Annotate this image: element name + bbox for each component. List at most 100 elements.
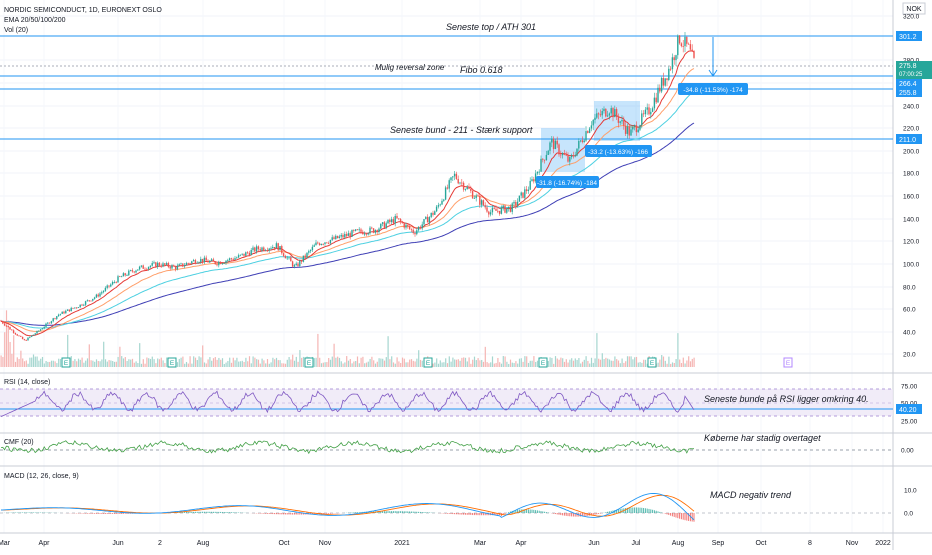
candle-body [454, 174, 455, 177]
volume-bar [526, 356, 527, 367]
cmf-title: CMF (20) [4, 439, 34, 446]
volume-bar [681, 363, 682, 367]
macd-hist-bar [685, 513, 686, 520]
volume-bar [366, 363, 367, 367]
macd-hist-bar [460, 513, 461, 514]
candle-body [351, 230, 352, 237]
candle-body [485, 205, 486, 207]
candle-body [438, 205, 439, 207]
macd-hist-bar [299, 513, 300, 515]
macd-hist-bar [206, 512, 207, 513]
candle-body [114, 282, 115, 283]
candle-body [409, 226, 410, 229]
candle-body [539, 172, 540, 173]
macd-hist-bar [541, 511, 542, 513]
volume-bar [200, 357, 201, 367]
macd-hist-bar [451, 513, 452, 514]
volume-bar [472, 360, 473, 367]
candle-body [238, 255, 239, 257]
volume-bar [582, 362, 583, 367]
candle-body [440, 204, 441, 205]
candle-body [632, 127, 633, 130]
volume-bar [483, 362, 484, 367]
volume-bar [197, 360, 198, 367]
candle-body [296, 264, 297, 266]
candle-body [202, 259, 203, 262]
candle-body [63, 312, 64, 314]
candle-body [11, 330, 12, 331]
candle-body [58, 315, 59, 316]
volume-bar [573, 361, 574, 367]
volume-bar [56, 363, 57, 367]
measure-label-1: -34.8 (-11.53%) -174 [683, 87, 743, 94]
volume-bar [204, 362, 205, 367]
macd-hist-bar [416, 512, 417, 513]
candle-body [103, 291, 104, 292]
measure-box-2[interactable] [594, 101, 640, 141]
volume-bar [443, 362, 444, 367]
candle-body [310, 250, 311, 251]
volume-bar [317, 334, 318, 367]
volume-bar [456, 360, 457, 367]
x-tick-label: 2022 [875, 540, 891, 547]
volume-bar [103, 342, 104, 367]
macd-hist-bar [535, 510, 536, 513]
candle-body [616, 109, 617, 117]
volume-bar [346, 356, 347, 367]
volume-bar [562, 358, 563, 367]
candle-body [148, 267, 149, 269]
volume-bar [568, 363, 569, 367]
x-tick-label: 2 [158, 540, 162, 547]
macd-hist-bar [681, 513, 682, 519]
candle-body [418, 227, 419, 230]
volume-bar [364, 363, 365, 367]
macd-hist-bar [683, 513, 684, 520]
volume-bar [373, 360, 374, 367]
volume-bar [438, 364, 439, 367]
candle-body [263, 248, 264, 251]
candle-body [278, 243, 279, 250]
macd-hist-bar [229, 512, 230, 513]
measure-box-1[interactable] [541, 128, 585, 172]
macd-hist-bar [647, 509, 648, 513]
macd-hist-bar [659, 512, 660, 513]
volume-bar [296, 357, 297, 367]
macd-hist-bar [402, 511, 403, 513]
candle-body [231, 258, 232, 259]
candle-body [47, 323, 48, 324]
volume-bar [645, 360, 646, 367]
candle-body [83, 305, 84, 306]
macd-hist-bar [391, 511, 392, 513]
candle-body [18, 335, 19, 336]
candle-body [434, 211, 435, 215]
volume-bar [569, 360, 570, 367]
candle-body [656, 98, 657, 103]
volume-bar [220, 360, 221, 367]
candle-body [557, 141, 558, 145]
candle-body [218, 262, 219, 265]
macd-hist-bar [532, 510, 533, 513]
volume-bar [510, 360, 511, 367]
measure-label-2: -33.2 (-13.63%) -166 [588, 149, 648, 156]
volume-bar [218, 358, 219, 367]
candle-body [515, 202, 516, 205]
volume-bar [78, 359, 79, 367]
volume-bar [46, 361, 47, 367]
volume-bar [537, 361, 538, 367]
volume-bar [301, 358, 302, 367]
candle-body [436, 207, 437, 212]
candle-body [40, 329, 41, 330]
earnings-marker-label: E [650, 360, 655, 367]
candle-body [384, 222, 385, 228]
volume-bar [87, 358, 88, 367]
volume-bar [496, 363, 497, 367]
macd-hist-bar [283, 513, 284, 514]
macd-hist-bar [328, 513, 329, 514]
macd-hist-bar [121, 513, 122, 514]
volume-bar [391, 356, 392, 367]
candle-body [672, 57, 673, 69]
volume-bar [276, 358, 277, 367]
candle-body [517, 202, 518, 206]
